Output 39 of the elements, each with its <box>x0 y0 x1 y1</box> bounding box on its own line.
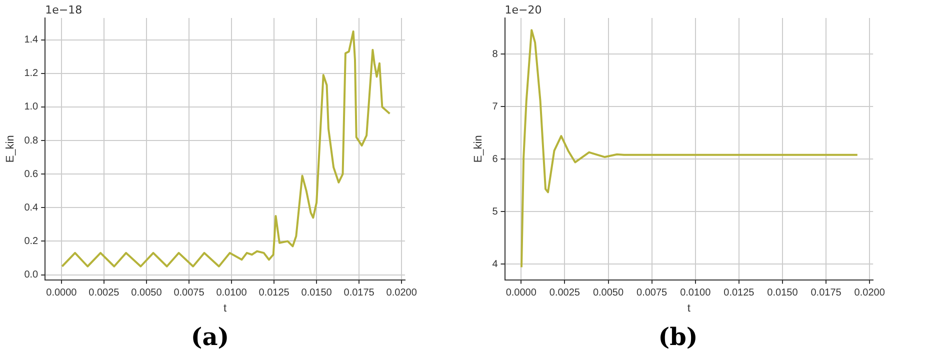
x-tick-label: 0.0150 <box>767 288 798 299</box>
x-tick-label: 0.0075 <box>174 288 205 299</box>
x-tick-label: 0.0125 <box>724 288 755 299</box>
x-tick-label: 0.0200 <box>386 288 418 299</box>
y-tick-label: 1.2 <box>24 68 39 80</box>
y-tick-label: 0.6 <box>24 168 39 180</box>
x-tick-label: 0.0050 <box>592 288 624 299</box>
y-tick-label: 0.8 <box>24 135 39 146</box>
text: 1e−18 <box>45 3 82 16</box>
y-axis-title: E_kin <box>4 135 17 163</box>
x-tick-label: 0.0200 <box>854 288 886 299</box>
x-tick-label: 0.0025 <box>88 288 120 299</box>
y-tick-label: 5 <box>492 206 498 218</box>
text: (b) <box>657 322 699 351</box>
x-tick-label: 0.0175 <box>810 288 842 299</box>
x-tick-label: 0.0000 <box>506 288 537 299</box>
y-axis-title: E_kin <box>472 135 485 163</box>
y-tick-label: 4 <box>492 258 498 270</box>
text: 1e−20 <box>504 3 542 16</box>
y-tick-label: 0.4 <box>24 202 39 214</box>
x-tick-label: 0.0100 <box>216 288 248 299</box>
x-tick-label: 0.0050 <box>131 288 162 299</box>
y-tick-label: 1.4 <box>24 34 39 46</box>
x-tick-label: 0.0100 <box>680 288 712 299</box>
x-tick-label: 0.0150 <box>301 288 332 299</box>
x-axis-title: t <box>224 302 227 314</box>
y-tick-label: 0.0 <box>24 270 39 281</box>
y-tick-label: 8 <box>492 48 498 60</box>
x-tick-label: 0.0075 <box>636 288 668 299</box>
y-tick-label: 6 <box>492 154 498 165</box>
y-tick-label: 1.0 <box>24 102 39 113</box>
text: (a) <box>190 322 230 351</box>
y-tick-label: 7 <box>492 101 498 112</box>
x-tick-label: 0.0175 <box>344 288 375 299</box>
x-tick-label: 0.0125 <box>258 288 290 299</box>
x-axis-title: t <box>687 302 690 314</box>
y-tick-label: 0.2 <box>24 236 39 247</box>
x-tick-label: 0.0025 <box>549 288 580 299</box>
x-tick-label: 0.0000 <box>46 288 78 299</box>
